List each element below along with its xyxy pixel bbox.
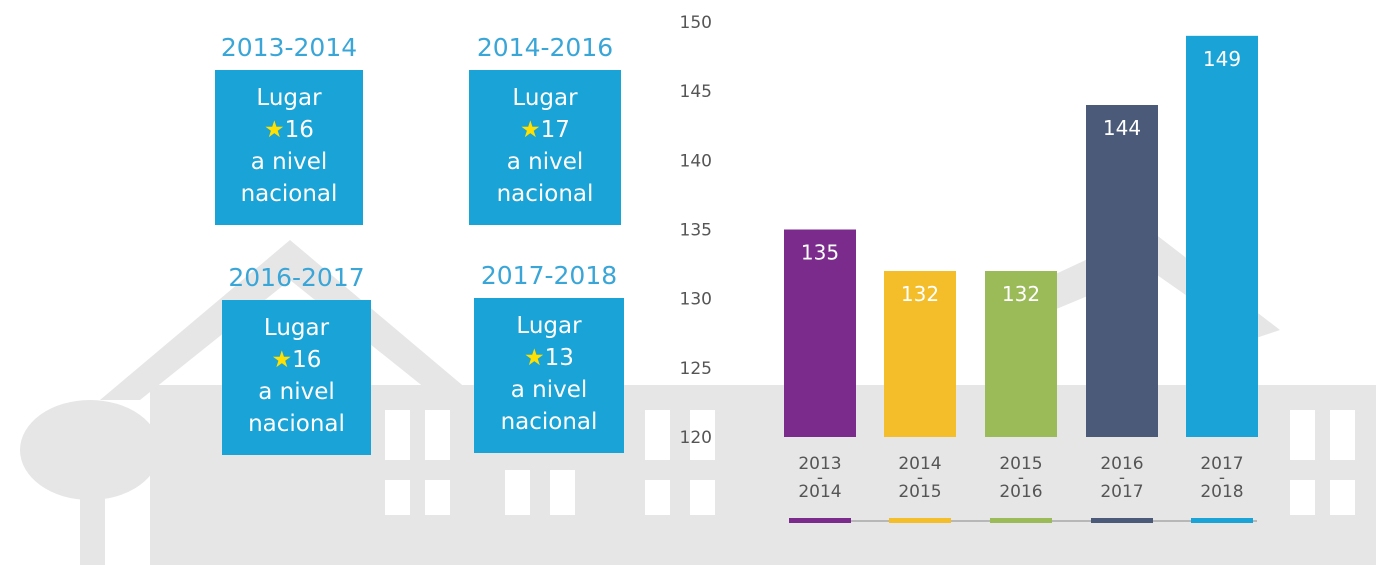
rank-number: 17: [541, 117, 570, 143]
card-line: a nivel: [469, 146, 621, 178]
value-label: 149: [1203, 47, 1241, 71]
card-label: Lugar: [474, 310, 624, 342]
y-tick-label: 150: [680, 13, 712, 33]
value-label: 132: [901, 282, 939, 306]
card-rank: ★16: [222, 344, 371, 376]
rank-number: 16: [292, 347, 321, 373]
x-tick-label: 2015 - 2016: [981, 457, 1061, 499]
star-icon: ★: [272, 347, 293, 373]
star-icon: ★: [520, 117, 541, 143]
category-underline: [990, 518, 1052, 523]
card-line: nacional: [215, 178, 363, 210]
period-title: 2017-2018: [449, 261, 649, 290]
category-underline: [789, 518, 851, 523]
x-tick-label: 2017 - 2018: [1182, 457, 1262, 499]
card-label: Lugar: [215, 82, 363, 114]
y-tick-label: 135: [680, 221, 712, 241]
y-tick-label: 145: [680, 82, 712, 102]
card-line: a nivel: [222, 376, 371, 408]
y-tick-label: 125: [680, 359, 712, 379]
x-tick-label: 2016 - 2017: [1082, 457, 1162, 499]
bar: [1186, 36, 1258, 437]
value-label: 132: [1002, 282, 1040, 306]
card-rank: ★16: [215, 114, 363, 146]
star-icon: ★: [524, 345, 545, 371]
card-line: nacional: [222, 408, 371, 440]
card-line: nacional: [474, 406, 624, 438]
card-line: a nivel: [474, 374, 624, 406]
category-underline: [1091, 518, 1153, 523]
y-tick-label: 130: [680, 290, 712, 310]
card-rank: ★17: [469, 114, 621, 146]
y-tick-label: 140: [680, 151, 712, 171]
period-title: 2016-2017: [197, 263, 397, 292]
value-label: 135: [801, 241, 839, 265]
category-underline: [1191, 518, 1253, 523]
bar: [1086, 105, 1158, 437]
star-icon: ★: [264, 117, 285, 143]
card-line: nacional: [469, 178, 621, 210]
card-label: Lugar: [222, 312, 371, 344]
card-label: Lugar: [469, 82, 621, 114]
value-label: 144: [1103, 116, 1141, 140]
period-title: 2013-2014: [189, 33, 389, 62]
page: 120 125 130 135 140 145 150 135 132 132 144 149 201…: [0, 0, 1376, 565]
category-underline: [889, 518, 951, 523]
rank-number: 16: [285, 117, 314, 143]
card-line: a nivel: [215, 146, 363, 178]
y-tick-label: 120: [680, 428, 712, 448]
x-tick-label: 2013 - 2014: [780, 457, 860, 499]
rank-number: 13: [545, 345, 574, 371]
x-tick-label: 2014 - 2015: [880, 457, 960, 499]
period-title: 2014-2016: [445, 33, 645, 62]
card-rank: ★13: [474, 342, 624, 374]
